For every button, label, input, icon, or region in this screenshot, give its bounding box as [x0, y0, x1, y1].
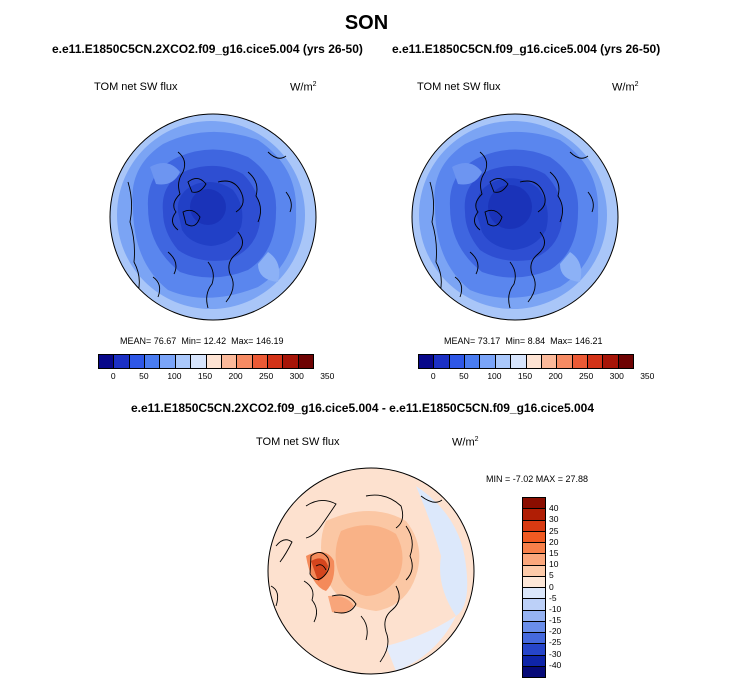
diff-panel-polar-map [267, 467, 475, 675]
colorbar-swatch [523, 543, 545, 555]
panel-2-colorbar [418, 354, 634, 369]
colorbar-swatch [572, 355, 588, 368]
colorbar-tick-label: 40 [549, 503, 559, 514]
panel-1-case-title: e.e11.E1850C5CN.2XCO2.f09_g16.cice5.004 … [52, 42, 363, 56]
colorbar-tick-label: 0 [430, 371, 436, 381]
colorbar-swatch [114, 355, 130, 368]
colorbar-swatch [618, 355, 634, 368]
panel-2-stats: MEAN= 73.17 Min= 8.84 Max= 146.21 [444, 336, 603, 346]
colorbar-tick-label: 300 [609, 371, 624, 381]
panel-2-colorbar-labels: 0 50 100 150 200 250 300 350 [418, 371, 654, 383]
colorbar-tick-label: 350 [640, 371, 655, 381]
panel-1-polar-map [109, 113, 317, 321]
colorbar-swatch [523, 588, 545, 600]
page-title: SON [344, 12, 389, 34]
colorbar-swatch [99, 355, 115, 368]
colorbar-swatch [541, 355, 558, 368]
colorbar-tick-label: 250 [259, 371, 274, 381]
colorbar-swatch [175, 355, 192, 368]
colorbar-tick-label: -40 [549, 659, 562, 670]
colorbar-swatch [523, 644, 545, 656]
colorbar-tick-label: -25 [549, 637, 562, 648]
colorbar-tick-label: 200 [228, 371, 243, 381]
colorbar-swatch [434, 355, 450, 368]
panel-1-variable-label: TOM net SW flux [94, 81, 178, 93]
colorbar-swatch [145, 355, 161, 368]
colorbar-tick-label: 20 [549, 536, 559, 547]
colorbar-tick-label: 5 [549, 570, 554, 581]
diff-colorbar [522, 497, 546, 678]
colorbar-swatch [523, 599, 545, 611]
colorbar-swatch [557, 355, 573, 368]
colorbar-tick-label: 300 [289, 371, 304, 381]
colorbar-swatch [523, 610, 545, 622]
colorbar-swatch [283, 355, 299, 368]
colorbar-swatch [160, 355, 176, 368]
colorbar-swatch [419, 355, 435, 368]
colorbar-swatch [267, 355, 284, 368]
colorbar-swatch [523, 633, 545, 645]
colorbar-swatch [523, 666, 545, 677]
colorbar-tick-label: 100 [167, 371, 182, 381]
colorbar-swatch [523, 531, 545, 543]
colorbar-tick-label: 0 [549, 581, 554, 592]
colorbar-tick-label: 25 [549, 525, 559, 536]
diff-panel-title: e.e11.E1850C5CN.2XCO2.f09_g16.cice5.004 … [131, 401, 594, 415]
panel-2-case-title: e.e11.E1850C5CN.f09_g16.cice5.004 (yrs 2… [392, 42, 661, 56]
colorbar-swatch [206, 355, 222, 368]
panel-2-polar-map [411, 113, 619, 321]
colorbar-tick-label: 100 [487, 371, 502, 381]
colorbar-swatch [526, 355, 542, 368]
colorbar-tick-label: -15 [549, 615, 562, 626]
diff-panel-variable-label: TOM net SW flux [256, 436, 340, 448]
panel-1-colorbar [98, 354, 314, 369]
colorbar-tick-label: 15 [549, 547, 559, 558]
colorbar-swatch [237, 355, 253, 368]
colorbar-tick-label: -20 [549, 626, 562, 637]
colorbar-swatch [603, 355, 619, 368]
colorbar-swatch [523, 498, 545, 510]
panel-1-units: W/m2 [290, 81, 317, 94]
colorbar-swatch [221, 355, 238, 368]
diff-panel-minmax: MIN = -7.02 MAX = 27.88 [486, 474, 589, 484]
colorbar-swatch [523, 621, 545, 633]
panel-2-units: W/m2 [612, 81, 639, 94]
colorbar-tick-label: -10 [549, 603, 562, 614]
colorbar-swatch [129, 355, 146, 368]
colorbar-tick-label: 50 [459, 371, 469, 381]
colorbar-swatch [480, 355, 496, 368]
panel-1-colorbar-labels: 0 50 100 150 200 250 300 350 [98, 371, 334, 383]
colorbar-swatch [511, 355, 527, 368]
panel-1-stats: MEAN= 76.67 Min= 12.42 Max= 146.19 [120, 336, 284, 346]
colorbar-swatch [495, 355, 512, 368]
colorbar-tick-label: -5 [549, 592, 557, 603]
colorbar-swatch [252, 355, 268, 368]
colorbar-swatch [298, 355, 314, 368]
colorbar-swatch [523, 520, 545, 532]
colorbar-tick-label: 10 [549, 559, 559, 570]
colorbar-tick-label: 150 [197, 371, 213, 381]
colorbar-swatch [523, 655, 545, 667]
colorbar-swatch [523, 576, 545, 588]
colorbar-swatch [465, 355, 481, 368]
colorbar-swatch [523, 554, 545, 566]
colorbar-tick-label: 350 [320, 371, 335, 381]
colorbar-swatch [523, 509, 545, 521]
panel-2-variable-label: TOM net SW flux [417, 81, 501, 93]
colorbar-swatch [587, 355, 604, 368]
colorbar-tick-label: 150 [517, 371, 533, 381]
diff-panel-units: W/m2 [452, 436, 479, 449]
colorbar-tick-label: 250 [579, 371, 594, 381]
colorbar-tick-label: -30 [549, 648, 562, 659]
colorbar-swatch [449, 355, 466, 368]
colorbar-tick-label: 0 [110, 371, 116, 381]
colorbar-swatch [523, 565, 545, 577]
colorbar-tick-label: 50 [139, 371, 149, 381]
colorbar-tick-label: 200 [548, 371, 563, 381]
colorbar-swatch [191, 355, 207, 368]
diff-colorbar-labels: 40 30 25 20 15 10 5 0 -5 -10 -15 -20 -25 -30 -40 [549, 497, 579, 676]
colorbar-tick-label: 30 [549, 514, 559, 525]
